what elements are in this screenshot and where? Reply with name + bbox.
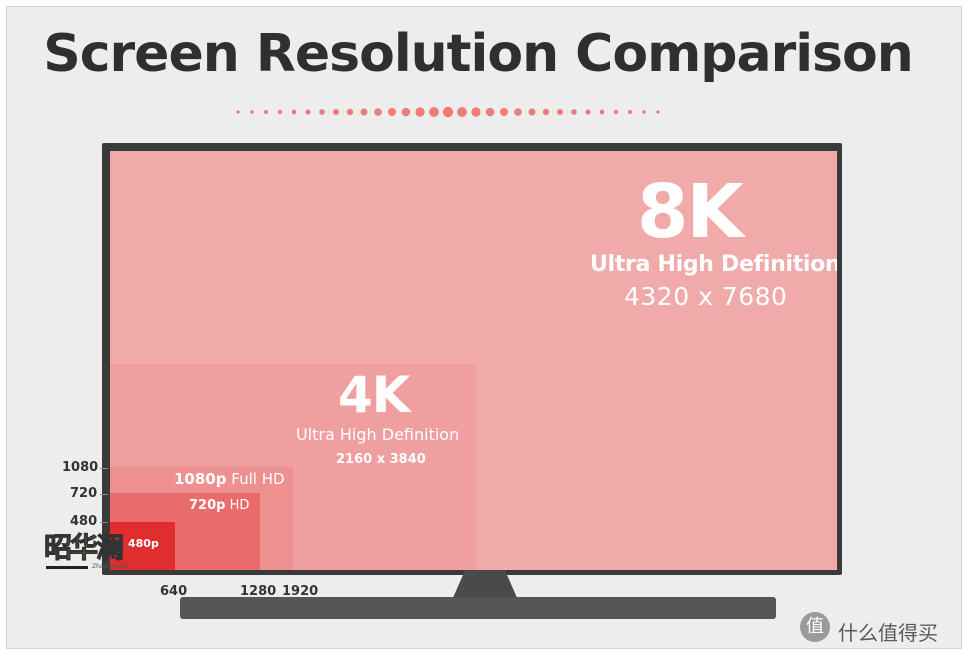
label-8k: 8K (637, 169, 744, 255)
zone-480p (110, 522, 175, 570)
watermark-logo: 昭华澜 (43, 531, 124, 565)
y-label-1080: 1080 (62, 460, 99, 475)
label-480p: 480p (128, 537, 159, 550)
tv-stand-base (180, 597, 776, 619)
y-tick (100, 522, 108, 523)
label-1080p: 1080p Full HD (174, 470, 285, 488)
y-label-720: 720 (70, 486, 98, 501)
label-720p-name: 720p (189, 498, 226, 513)
label-4k-size: 2160 x 3840 (336, 452, 426, 467)
y-label-480: 480 (70, 514, 98, 529)
tv-screen: 8K Ultra High Definition 4320 x 7680 4K … (110, 151, 837, 570)
watermark-underline (46, 566, 88, 569)
page-title: Screen Resolution Comparison (43, 24, 913, 84)
label-8k-size: 4320 x 7680 (624, 282, 788, 311)
label-8k-desc: Ultra High Definition (590, 252, 837, 277)
decorative-dots (236, 106, 660, 118)
label-4k: 4K (338, 366, 411, 424)
label-1080p-desc: Full HD (231, 470, 285, 488)
x-label-1280: 1280 (240, 584, 277, 599)
x-label-1920: 1920 (282, 584, 319, 599)
brand-logo-icon: 值 (800, 612, 830, 642)
label-1080p-name: 1080p (174, 470, 227, 488)
y-tick (100, 468, 108, 469)
label-4k-desc: Ultra High Definition (296, 425, 460, 444)
watermark-subtext: ZhaoHuaLan (92, 563, 131, 570)
brand-name: 什么值得买 (838, 621, 938, 645)
label-720p: 720p HD (189, 498, 249, 513)
x-label-640: 640 (160, 584, 188, 599)
label-720p-desc: HD (229, 498, 250, 513)
y-tick (100, 494, 108, 495)
